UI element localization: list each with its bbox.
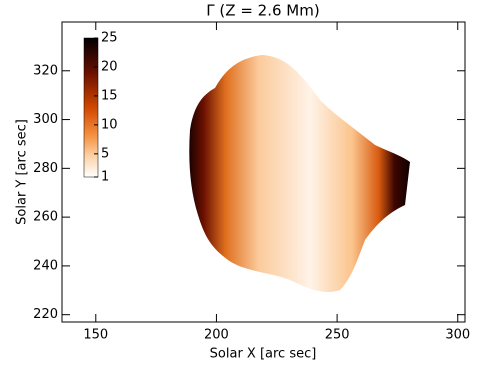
y-tick-label: 280	[33, 161, 58, 176]
plot-frame	[61, 21, 466, 323]
y-tick-label: 220	[33, 307, 58, 322]
colorbar-tick-label: 15	[101, 88, 118, 103]
y-axis-label: Solar Y [arc sec]	[15, 119, 30, 225]
x-tick-label: 250	[325, 328, 350, 343]
x-axis-label: Solar X [arc sec]	[210, 347, 317, 362]
colorbar-tick-label: 1	[101, 170, 109, 185]
field-image	[189, 55, 410, 292]
colorbar-tick-label: 20	[101, 59, 118, 74]
y-tick-label: 320	[33, 63, 58, 78]
colorbar-tick-label: 10	[101, 117, 118, 132]
x-tick-label: 300	[445, 328, 470, 343]
colorbar-tick-label: 25	[101, 31, 118, 46]
x-tick-label: 200	[204, 328, 229, 343]
colorbar-tick-label: 5	[101, 146, 109, 161]
y-tick-label: 240	[33, 258, 58, 273]
y-tick-label: 300	[33, 112, 58, 127]
y-tick-label: 260	[33, 210, 58, 225]
x-tick-label: 150	[83, 328, 108, 343]
chart-title: Γ (Z = 2.6 Mm)	[206, 2, 319, 20]
colorbar	[83, 37, 99, 178]
